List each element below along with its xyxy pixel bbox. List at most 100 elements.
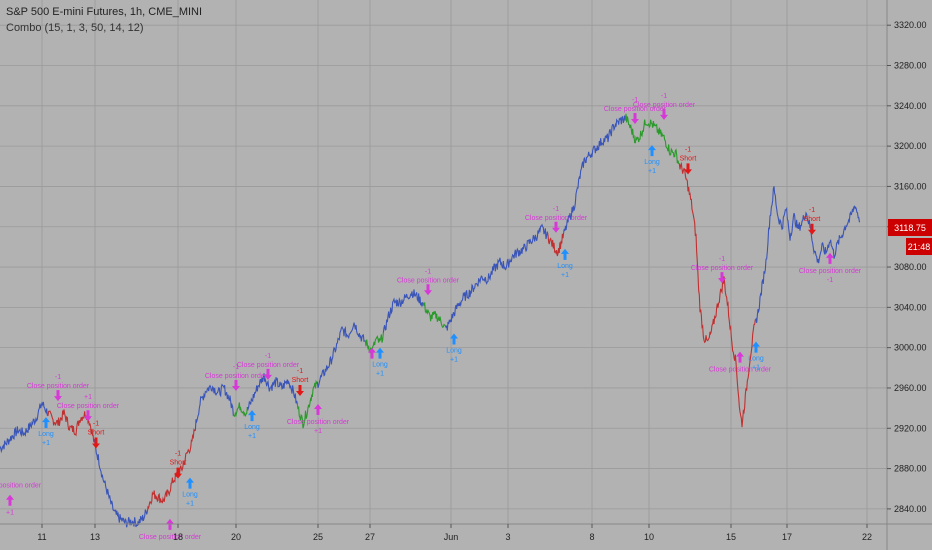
signal-long[interactable]: Long +1 [182, 477, 198, 508]
signal-close_down[interactable]: -1 Close position order [633, 93, 696, 120]
y-tick-label: 3200.00 [894, 141, 927, 151]
short-label: Short [88, 429, 105, 436]
signal-qty: +1 [84, 394, 92, 401]
y-tick-label: 2960.00 [894, 383, 927, 393]
price-segment [194, 383, 234, 431]
signal-long[interactable]: Long +1 [557, 248, 573, 279]
down-arrow-icon [92, 437, 100, 449]
signal-close_down[interactable]: -1 Close position order [691, 256, 754, 284]
price-segment [316, 322, 366, 388]
signal-long[interactable]: Long +1 [748, 341, 764, 372]
study-title[interactable]: Combo (15, 1, 3, 50, 14, 12) [6, 22, 144, 34]
signal-qty: +1 [752, 365, 760, 372]
down-arrow-icon [808, 223, 816, 235]
price-badge: 3118.75 21:48 [888, 219, 932, 255]
signal-close[interactable]: Close position order +1 [0, 483, 42, 517]
up-arrow-icon [314, 404, 322, 416]
signal-qty: +1 [186, 501, 194, 508]
up-arrow-icon [6, 494, 14, 506]
signal-qty: -1 [93, 420, 99, 427]
down-arrow-icon [660, 108, 668, 120]
signal-qty: +1 [648, 168, 656, 175]
signal-close[interactable]: Close position order [709, 351, 772, 374]
signal-qty: -1 [553, 206, 559, 213]
close-order-label: Close position order [139, 534, 202, 541]
close-order-label: Close position order [57, 403, 120, 410]
signal-qty: -1 [55, 374, 61, 381]
signal-qty: +1 [42, 440, 50, 447]
signal-short[interactable]: -1 Short [292, 368, 309, 397]
x-tick-label: 20 [231, 532, 241, 542]
down-arrow-icon [684, 163, 692, 175]
last-price-badge [888, 219, 932, 236]
price-segment [296, 379, 318, 429]
signal-qty: -1 [685, 146, 691, 153]
signal-close[interactable]: Close position order +1 [287, 404, 350, 435]
signal-short[interactable]: -1 Short [680, 146, 697, 175]
y-tick-label: 2880.00 [894, 464, 927, 474]
signal-qty: +1 [561, 272, 569, 279]
close-order-label: Close position order [691, 265, 754, 272]
signal-long[interactable]: Long +1 [372, 347, 388, 378]
symbol-title[interactable]: S&P 500 E-mini Futures, 1h, CME_MINI [6, 6, 203, 18]
down-arrow-icon [631, 112, 639, 124]
signal-qty: -1 [661, 93, 667, 100]
y-tick-label: 2920.00 [894, 423, 927, 433]
long-label: Long [748, 356, 764, 363]
up-arrow-icon [752, 341, 760, 353]
signal-close_down[interactable]: -1 Close position order [27, 374, 90, 402]
signal-long[interactable]: Long +1 [244, 410, 260, 440]
signal-short[interactable]: -1 Short [170, 451, 187, 479]
long-label: Long [244, 424, 260, 431]
signal-long[interactable]: Long +1 [644, 145, 660, 175]
long-label: Long [446, 348, 462, 355]
y-tick-label: 3160.00 [894, 181, 927, 191]
up-arrow-icon [561, 248, 569, 260]
close-order-label: Close position order [633, 102, 696, 109]
price-segment [754, 186, 861, 323]
up-arrow-icon [450, 333, 458, 345]
price-segment [422, 302, 446, 329]
signal-close[interactable]: Close position order -1 [799, 252, 862, 284]
price-segment [444, 223, 548, 331]
x-tick-label: 15 [726, 532, 736, 542]
short-label: Short [292, 377, 309, 384]
down-arrow-icon [424, 284, 432, 296]
countdown-badge [906, 238, 932, 255]
x-tick-label: 11 [37, 532, 46, 542]
price-segment [382, 289, 424, 333]
y-tick-label: 3080.00 [894, 262, 927, 272]
y-tick-label: 2840.00 [894, 504, 927, 514]
signal-qty: +1 [314, 428, 322, 435]
short-label: Short [680, 155, 697, 162]
signal-short[interactable]: -1 Short [804, 207, 821, 235]
price-segment [47, 409, 95, 443]
signal-long[interactable]: Long +1 [38, 417, 54, 447]
price-segment [624, 113, 680, 165]
close-order-label: Close position order [525, 215, 588, 222]
signal-qty: -1 [297, 368, 303, 375]
close-order-label: Close position order [799, 268, 862, 275]
price-segment [246, 373, 298, 411]
close-order-label: Close position order [237, 362, 300, 369]
grid [0, 0, 887, 524]
price-segment [0, 401, 48, 454]
signal-long[interactable]: Long +1 [446, 333, 462, 364]
signal-close_down[interactable]: -1 Close position order [525, 206, 588, 233]
down-arrow-icon [174, 467, 182, 479]
signal-short[interactable]: -1 Short [88, 420, 105, 449]
signal-qty: -1 [175, 451, 181, 458]
signal-close[interactable] [368, 347, 376, 359]
close-order-label: Close position order [0, 483, 42, 490]
signal-qty: -1 [719, 256, 725, 263]
close-order-label: Close position order [27, 383, 90, 390]
signal-close_down[interactable]: +1 Close position order [57, 394, 120, 422]
